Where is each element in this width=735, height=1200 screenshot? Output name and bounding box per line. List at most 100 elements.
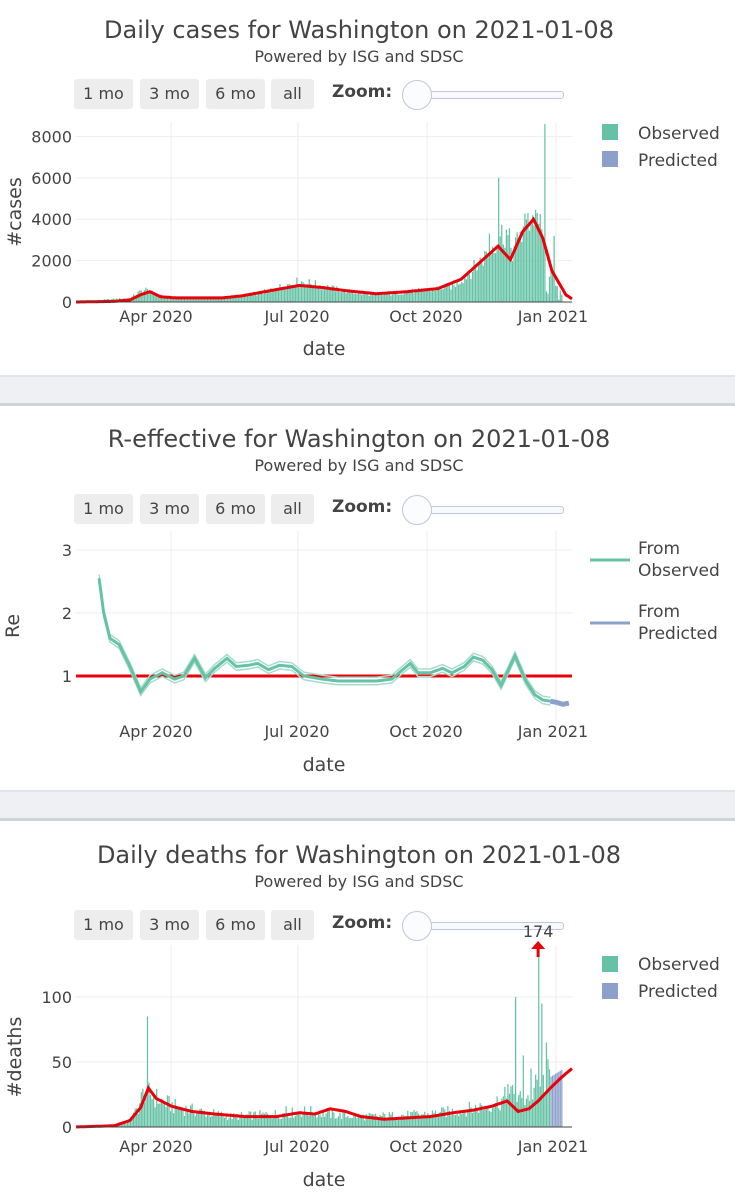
bar: [339, 1112, 341, 1127]
range-3mo-button[interactable]: 3 mo: [140, 910, 199, 940]
x-tick-label: Oct 2020: [389, 307, 462, 326]
legend-observed-swatch[interactable]: [602, 956, 618, 972]
bar: [370, 293, 372, 302]
bar: [185, 298, 187, 302]
bar: [233, 297, 235, 302]
bar: [416, 1111, 418, 1127]
bar: [539, 1086, 541, 1127]
bar: [365, 1114, 367, 1127]
bar: [290, 285, 292, 302]
bar: [364, 1120, 366, 1127]
bar: [413, 293, 415, 302]
bar: [419, 1115, 421, 1127]
bar: [193, 1113, 195, 1127]
bar: [262, 293, 264, 302]
bar: [240, 1112, 243, 1127]
bar: [299, 284, 301, 302]
bar: [206, 1113, 209, 1127]
bar: [307, 1114, 309, 1127]
bar: [233, 1112, 235, 1127]
legend-predicted-swatch[interactable]: [602, 983, 618, 999]
legend-predicted-swatch[interactable]: [602, 151, 618, 167]
zoom-slider-handle[interactable]: [402, 80, 432, 110]
bar: [528, 1100, 531, 1127]
range-6mo-button[interactable]: 6 mo: [206, 910, 265, 940]
predicted-bar: [561, 1069, 563, 1127]
bar: [431, 1110, 434, 1127]
bar: [502, 244, 504, 302]
bar: [384, 294, 386, 302]
bar: [313, 286, 315, 302]
bar: [282, 287, 284, 302]
bar: [439, 286, 441, 302]
predicted-line: [549, 698, 570, 707]
bar: [246, 1114, 249, 1127]
bar: [222, 296, 224, 302]
chart-title: R-effective for Washington on 2021-01-08: [107, 425, 611, 453]
bar: [496, 245, 498, 302]
bar: [288, 1117, 290, 1127]
bar: [442, 1107, 444, 1127]
bar: [119, 1124, 121, 1127]
x-tick-label: Oct 2020: [389, 722, 462, 741]
range-1mo-button[interactable]: 1 mo: [74, 910, 133, 940]
bar: [404, 1115, 406, 1127]
bar: [380, 294, 383, 302]
range-1mo-button[interactable]: 1 mo: [74, 79, 133, 109]
range-3mo-button[interactable]: 3 mo: [140, 79, 199, 109]
bar: [203, 297, 206, 302]
bar: [416, 289, 418, 302]
bar: [385, 1119, 387, 1127]
range-all-button[interactable]: all: [271, 494, 314, 524]
bar: [176, 297, 178, 302]
bar: [359, 1116, 361, 1127]
bar: [467, 1110, 469, 1127]
range-3mo-button[interactable]: 3 mo: [140, 494, 199, 524]
bar: [396, 291, 398, 302]
bar: [197, 298, 199, 302]
bar: [471, 1112, 474, 1127]
range-all-button[interactable]: all: [271, 79, 314, 109]
bar: [142, 293, 144, 302]
chart-title: Daily deaths for Washington on 2021-01-0…: [96, 841, 622, 869]
bar: [434, 1110, 437, 1127]
y-axis-title: #deaths: [4, 1017, 26, 1098]
bar: [544, 1095, 546, 1127]
bar: [461, 281, 463, 302]
bar: [320, 1117, 323, 1127]
bar: [199, 1109, 201, 1127]
zoom-slider-handle[interactable]: [402, 495, 432, 525]
bar: [162, 1099, 164, 1127]
bar: [388, 293, 390, 302]
range-1mo-button[interactable]: 1 mo: [74, 494, 133, 524]
observed-line: [97, 578, 551, 703]
bar: [476, 1108, 478, 1127]
bar: [293, 1117, 295, 1127]
range-6mo-button[interactable]: 6 mo: [206, 494, 265, 524]
bar: [265, 1112, 267, 1127]
bar: [367, 293, 369, 302]
bar: [408, 291, 410, 302]
bar: [451, 1108, 454, 1127]
bar: [189, 297, 192, 302]
bar: [542, 241, 544, 302]
bar: [362, 1114, 364, 1127]
legend-observed-swatch[interactable]: [602, 124, 618, 140]
bar: [524, 213, 526, 302]
bar: [533, 225, 535, 302]
trend-line: [75, 1067, 573, 1129]
bar: [327, 1109, 329, 1127]
bar: [213, 297, 215, 302]
bar: [496, 1096, 498, 1127]
legend-predicted-label-line1: From: [638, 602, 680, 622]
bar: [524, 1105, 526, 1127]
bar: [344, 288, 346, 302]
zoom-slider-handle[interactable]: [402, 911, 432, 941]
bar: [163, 296, 166, 302]
bar: [120, 1124, 122, 1127]
bar: [499, 236, 501, 302]
bar: [148, 293, 150, 302]
bar: [293, 287, 295, 302]
range-all-button[interactable]: all: [271, 910, 314, 940]
range-6mo-button[interactable]: 6 mo: [206, 79, 265, 109]
